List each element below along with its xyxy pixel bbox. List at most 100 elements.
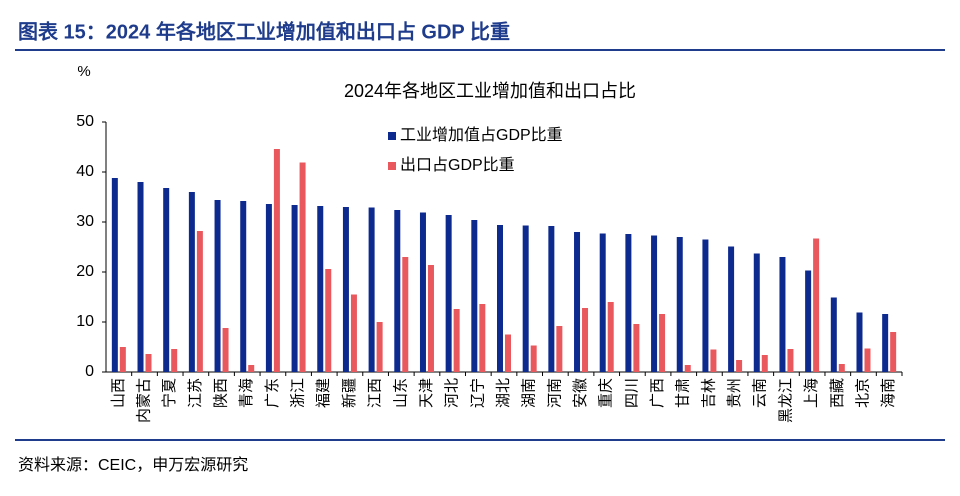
legend-label: 出口占GDP比重 (400, 156, 515, 174)
bar (702, 239, 709, 372)
bar (188, 192, 195, 372)
bar (325, 269, 332, 372)
x-tick-label: 湖北 (495, 378, 512, 408)
bar (419, 212, 426, 372)
bar (394, 210, 401, 372)
x-tick-label: 广西 (649, 378, 666, 408)
bar (453, 309, 460, 372)
bar (838, 364, 845, 372)
y-tick-label: 40 (76, 163, 94, 180)
bar (505, 334, 511, 372)
chart-title: 2024年各地区工业增加值和出口占比 (344, 81, 636, 101)
bar (556, 326, 563, 372)
y-tick-label: 10 (76, 313, 94, 330)
bar (427, 265, 434, 372)
bar (625, 234, 632, 372)
bar (273, 149, 280, 372)
bar (145, 354, 152, 372)
x-tick-label: 北京 (854, 378, 871, 408)
x-tick-label: 陕西 (213, 378, 230, 408)
x-tick-label: 江苏 (187, 378, 204, 408)
y-tick-label: 20 (76, 263, 94, 280)
bar (111, 178, 118, 372)
bar (753, 253, 760, 372)
bar (522, 225, 529, 372)
bar (779, 257, 786, 372)
y-tick-label: 30 (76, 213, 94, 230)
bar (214, 200, 221, 372)
x-tick-label: 新疆 (341, 378, 358, 408)
bar (710, 349, 717, 372)
x-tick-label: 安徽 (572, 378, 589, 408)
x-tick-label: 辽宁 (469, 378, 486, 408)
x-tick-label: 山西 (110, 378, 127, 408)
bar (119, 347, 126, 372)
bar (376, 322, 383, 372)
bar (805, 270, 812, 372)
x-tick-label: 上海 (803, 378, 820, 408)
x-tick-label: 内蒙古 (135, 378, 152, 423)
x-tick-label: 四川 (623, 378, 640, 408)
bar (736, 360, 743, 372)
x-tick-label: 江西 (367, 378, 384, 408)
bar (196, 231, 203, 372)
bar (248, 365, 255, 372)
bar (222, 328, 229, 372)
x-tick-label: 黑龙江 (777, 378, 794, 423)
bar (813, 238, 820, 372)
legend-swatch (388, 132, 396, 140)
legend-swatch (388, 162, 396, 170)
x-tick-label: 天津 (418, 378, 435, 408)
x-tick-label: 云南 (752, 378, 769, 408)
bar (607, 302, 614, 372)
x-tick-label: 浙江 (290, 378, 307, 408)
x-tick-label: 吉林 (700, 378, 717, 408)
x-tick-label: 甘肃 (675, 378, 692, 408)
bar (599, 233, 606, 372)
y-tick-label: 0 (85, 363, 94, 380)
bar (633, 324, 640, 372)
bar (240, 201, 247, 372)
bar (882, 314, 889, 372)
bar (530, 345, 537, 372)
bar (497, 225, 503, 372)
x-tick-label: 福建 (315, 378, 332, 408)
bar (684, 365, 691, 372)
x-tick-label: 河北 (444, 378, 461, 408)
bar (761, 355, 768, 372)
bar (317, 206, 324, 372)
bar (890, 332, 897, 372)
bar (402, 257, 409, 372)
y-axis-label: % (77, 63, 90, 80)
bar (137, 182, 144, 372)
x-tick-label: 青海 (238, 378, 255, 408)
x-tick-label: 山东 (392, 378, 409, 408)
x-tick-label: 河南 (546, 378, 563, 408)
x-tick-label: 重庆 (598, 378, 615, 408)
x-tick-label: 海南 (880, 378, 897, 408)
bar (830, 297, 837, 372)
header-title: 图表 15：2024 年各地区工业增加值和出口占 GDP 比重 (18, 19, 510, 43)
bar (291, 205, 298, 372)
bar (299, 162, 306, 372)
bar (659, 314, 666, 372)
bar (368, 207, 375, 372)
bar (350, 294, 357, 372)
bar (171, 349, 178, 372)
bar (582, 308, 589, 372)
bar (471, 220, 478, 372)
bar (479, 304, 486, 372)
x-tick-label: 西藏 (829, 378, 846, 408)
source: 资料来源：CEIC，申万宏源研究 (18, 456, 248, 474)
bar (787, 349, 794, 372)
bar (342, 207, 349, 372)
bar (574, 232, 581, 372)
x-tick-label: 广东 (264, 378, 281, 408)
bar (651, 235, 658, 372)
y-tick-label: 50 (76, 113, 94, 130)
legend-label: 工业增加值占GDP比重 (400, 126, 563, 144)
bar (864, 348, 871, 372)
bar (163, 188, 170, 372)
x-tick-label: 贵州 (726, 378, 743, 408)
